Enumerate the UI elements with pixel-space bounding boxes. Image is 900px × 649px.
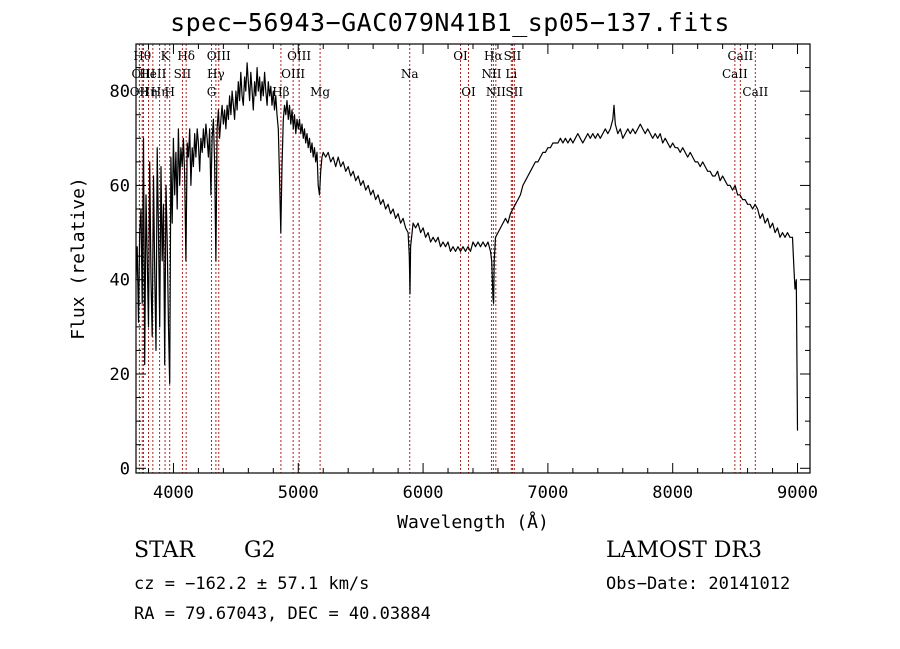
line-marker-label-18: OI xyxy=(453,49,468,63)
x-tick-label-6000: 6000 xyxy=(403,483,444,503)
line-marker-label-9: Hδ xyxy=(177,49,195,63)
line-marker-label-23: Li xyxy=(505,67,517,81)
x-tick-label-9000: 9000 xyxy=(777,483,818,503)
ra-dec-coordinates: RA = 79.67043, DEC = 40.03884 xyxy=(134,604,431,624)
object-class: STAR xyxy=(134,538,195,563)
y-axis-ticks: 0 20 40 60 80 xyxy=(110,67,810,479)
line-marker-label-3: Hη xyxy=(140,85,158,99)
observation-date: Obs−Date: 20141012 xyxy=(606,574,791,594)
y-tick-label-60: 60 xyxy=(110,176,130,196)
x-axis-ticks: 4000 5000 6000 7000 8000 9000 xyxy=(147,44,818,503)
y-tick-label-0: 0 xyxy=(120,459,130,479)
line-marker-labels: OIIHθOIIIHηHeIIHηKHSIIHδGHγOIIIHβOIIIOII… xyxy=(130,49,769,99)
line-marker-label-4: HeII xyxy=(139,67,166,81)
redshift-velocity: cz = −162.2 ± 57.1 km/s xyxy=(134,574,370,594)
line-marker-label-5: Hη xyxy=(151,85,169,99)
line-marker-label-27: CaII xyxy=(727,49,753,63)
line-marker-label-24: SII xyxy=(504,49,522,63)
line-marker-label-6: K xyxy=(161,49,171,63)
line-marker-label-12: OIII xyxy=(207,49,231,63)
survey-name: LAMOST DR3 xyxy=(606,538,762,563)
x-tick-label-8000: 8000 xyxy=(652,483,693,503)
line-marker-label-20: NII xyxy=(481,67,501,81)
line-marker-label-21: Hα xyxy=(484,49,503,63)
x-tick-label-5000: 5000 xyxy=(278,483,319,503)
line-marker-label-14: OIII xyxy=(281,67,305,81)
line-marker-label-0: OII xyxy=(130,85,150,99)
line-marker-label-22: NII xyxy=(486,85,506,99)
y-axis-label: Flux (relative) xyxy=(68,177,89,340)
x-tick-label-7000: 7000 xyxy=(527,483,568,503)
line-marker-label-1: Hθ xyxy=(133,49,151,63)
line-marker-label-16: Mg xyxy=(310,85,330,99)
chart-title: spec−56943−GAC079N41B1_sp05−137.fits xyxy=(170,8,730,37)
x-tick-label-4000: 4000 xyxy=(153,483,194,503)
line-marker-label-10: G xyxy=(207,85,217,99)
line-marker-label-28: CaII xyxy=(742,85,768,99)
x-axis-label: Wavelength (Å) xyxy=(397,511,549,533)
object-subclass: G2 xyxy=(244,538,276,563)
line-marker-label-7: H xyxy=(164,85,174,99)
line-marker-label-19: OI xyxy=(461,85,476,99)
line-marker-label-25: SII xyxy=(505,85,523,99)
line-marker-label-15: OIII xyxy=(287,49,311,63)
y-tick-label-80: 80 xyxy=(110,82,130,102)
line-markers-layer xyxy=(138,44,756,473)
line-marker-label-8: SII xyxy=(174,67,192,81)
y-tick-label-40: 40 xyxy=(110,271,130,291)
line-marker-label-2: OIII xyxy=(131,67,155,81)
y-tick-label-20: 20 xyxy=(110,365,130,385)
line-marker-label-26: CaII xyxy=(722,67,748,81)
line-marker-label-13: Hβ xyxy=(272,85,289,99)
spectrum-line xyxy=(135,62,799,431)
line-marker-label-11: Hγ xyxy=(207,67,225,81)
line-marker-label-17: Na xyxy=(401,67,419,81)
